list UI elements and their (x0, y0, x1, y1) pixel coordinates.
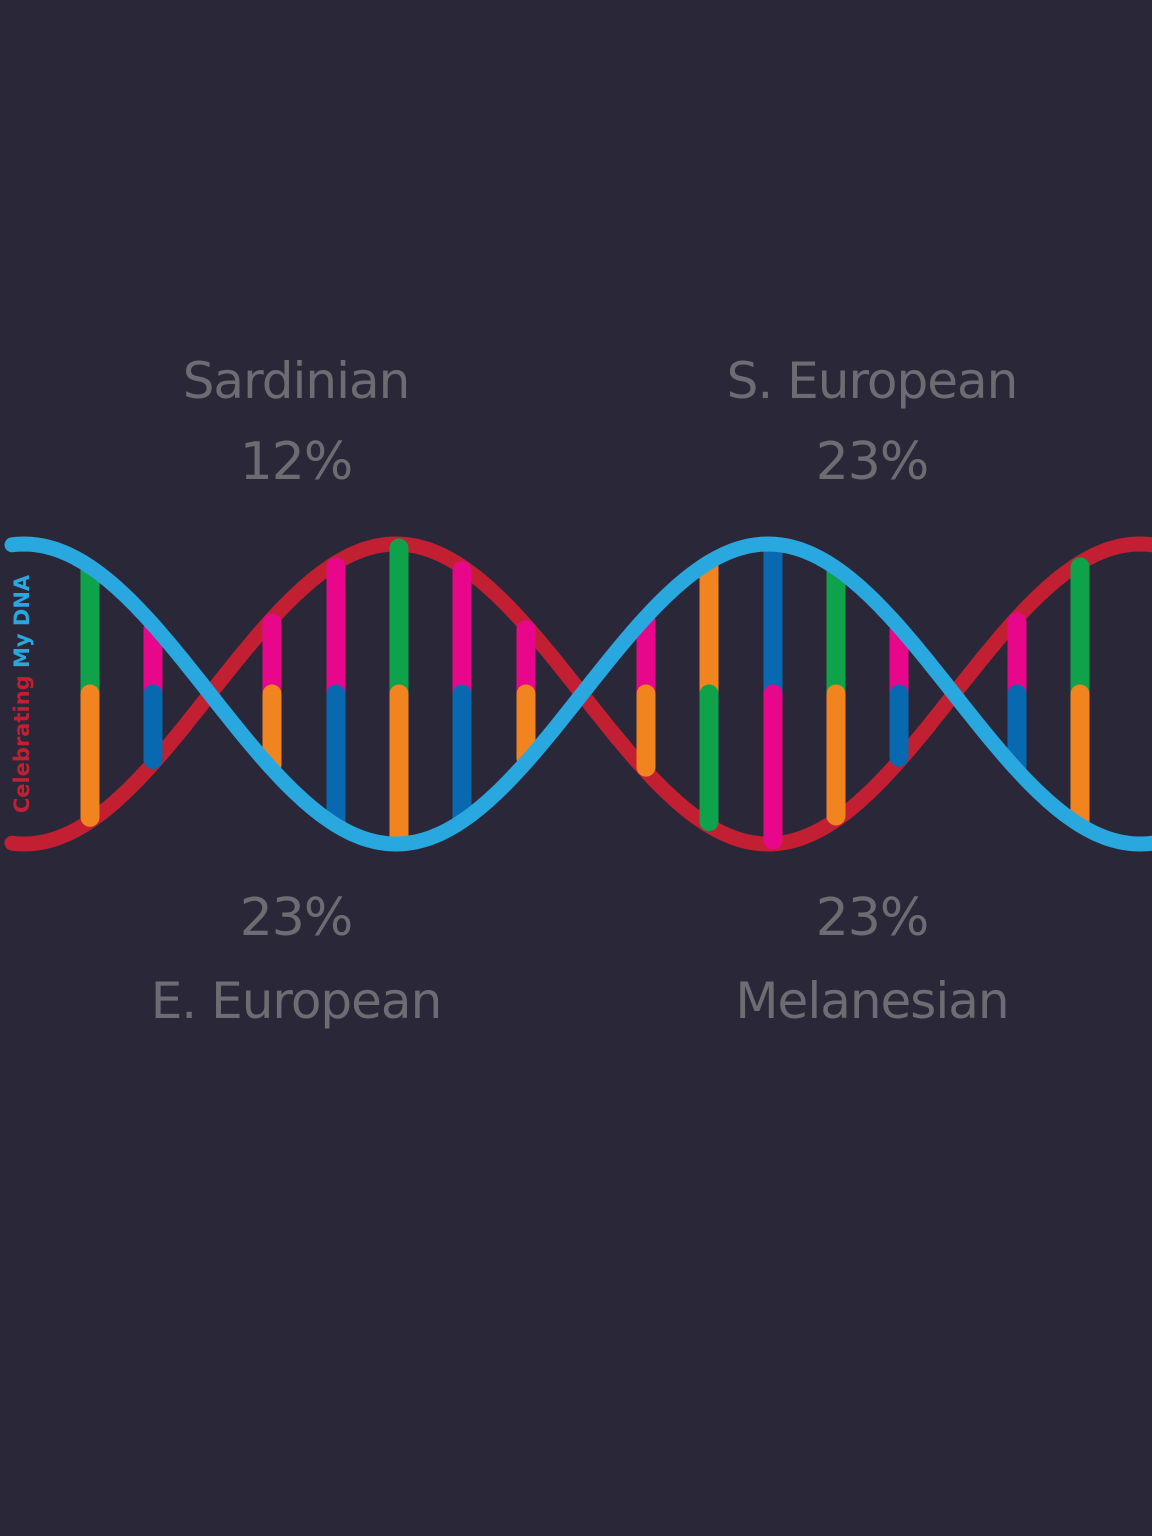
s-european-percent: 23% (815, 432, 930, 492)
celebrating-my-dna-logo: Celebrating My DNA (10, 575, 34, 813)
brand-word-my: My (10, 633, 34, 668)
e-european-label: E. European (150, 972, 443, 1030)
e-european-percent: 23% (239, 888, 354, 948)
sardinian-percent: 12% (239, 432, 354, 492)
dna-strand-blue (4, 536, 1152, 852)
brand-word-celebrating: Celebrating (10, 675, 34, 814)
s-european-label: S. European (726, 352, 1019, 410)
melanesian-percent: 23% (815, 888, 930, 948)
melanesian-label: Melanesian (735, 972, 1009, 1030)
sardinian-label: Sardinian (182, 352, 411, 410)
brand-word-dna: DNA (10, 574, 34, 627)
